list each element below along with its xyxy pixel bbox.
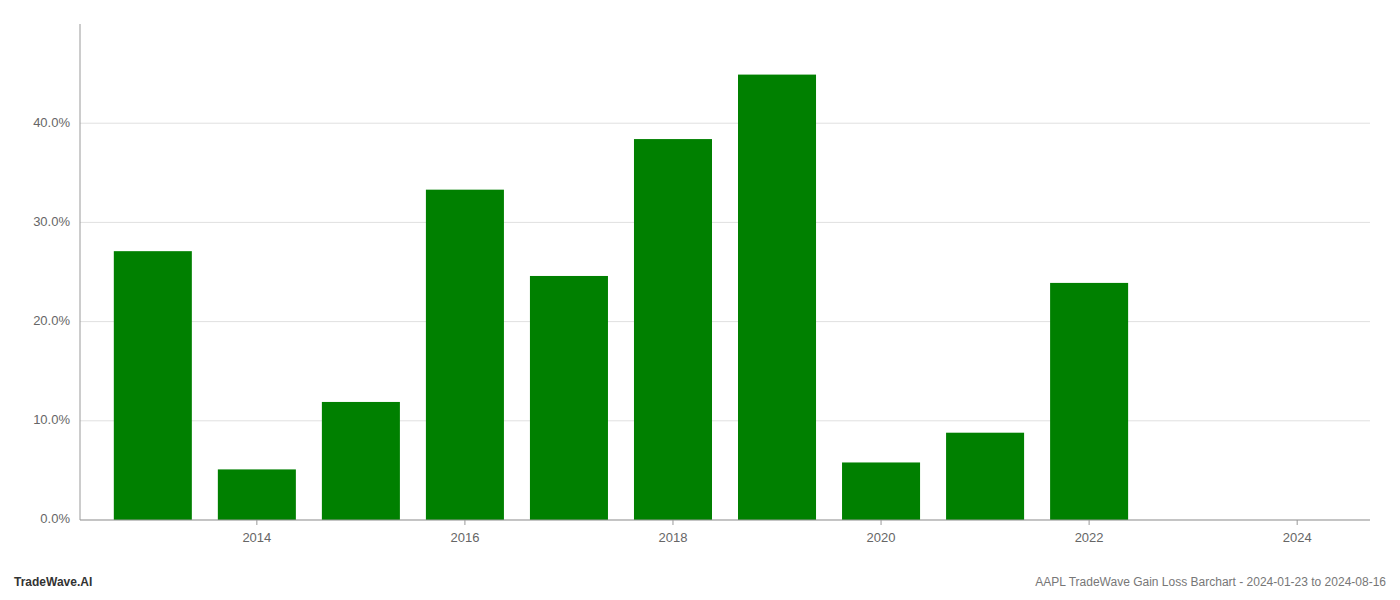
y-axis-line (80, 24, 81, 520)
bar (738, 75, 816, 520)
y-tick-label: 10.0% (33, 412, 70, 427)
bars (114, 75, 1128, 520)
chart-container: 0.0% 10.0% 20.0% 30.0% 40.0% 2014 2016 2018 2020… (0, 0, 1400, 600)
chart: 0.0% 10.0% 20.0% 30.0% 40.0% 2014 2016 2018 2020… (0, 0, 1400, 600)
footer-left: TradeWave.AI (14, 575, 92, 589)
grid (80, 123, 1370, 520)
y-tick-label: 0.0% (40, 511, 70, 526)
x-tick (464, 520, 465, 525)
bar (946, 433, 1024, 520)
bar (114, 251, 192, 520)
y-tick-label: 20.0% (33, 313, 70, 328)
bar (1050, 283, 1128, 520)
x-tick (256, 520, 257, 525)
x-tick (672, 520, 673, 525)
x-tick-label: 2016 (450, 530, 479, 545)
x-tick (881, 520, 882, 525)
grid-line (80, 321, 1370, 322)
grid-line (80, 420, 1370, 421)
grid-line (80, 520, 1370, 521)
x-tick-label: 2024 (1283, 530, 1312, 545)
grid-line (80, 222, 1370, 223)
x-tick-label: 2022 (1075, 530, 1104, 545)
footer-right: AAPL TradeWave Gain Loss Barchart - 2024… (1035, 575, 1386, 589)
x-tick (1089, 520, 1090, 525)
grid-line (80, 123, 1370, 124)
bar (842, 462, 920, 520)
bar (426, 190, 504, 520)
bar (322, 402, 400, 520)
bar (530, 276, 608, 520)
bar (218, 469, 296, 520)
y-tick-label: 30.0% (33, 214, 70, 229)
x-tick-label: 2020 (867, 530, 896, 545)
x-tick-label: 2014 (242, 530, 271, 545)
y-tick-label: 40.0% (33, 115, 70, 130)
bar (634, 139, 712, 520)
x-axis-line (80, 520, 1370, 521)
x-tick (1297, 520, 1298, 525)
x-tick-label: 2018 (659, 530, 688, 545)
